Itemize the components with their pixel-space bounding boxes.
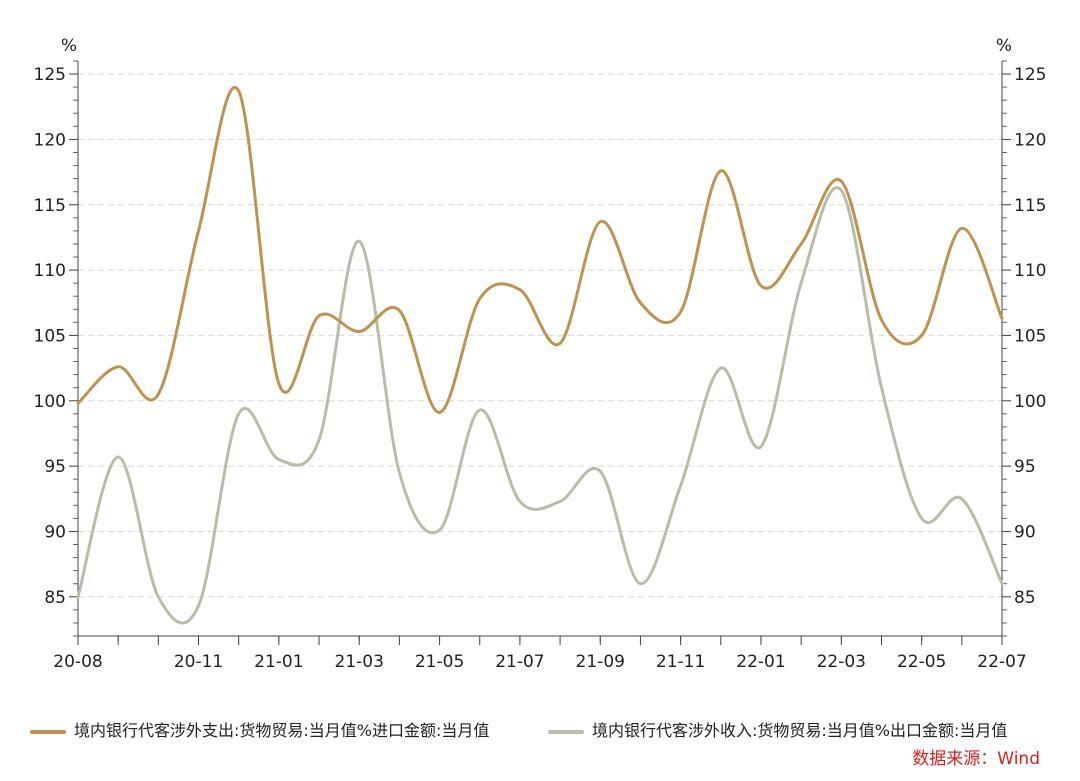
x-tick-label: 20-11	[174, 652, 223, 672]
x-tick-label: 21-01	[254, 652, 303, 672]
legend-label-income: 境内银行代客涉外收入:货物贸易:当月值%出口金额:当月值	[592, 721, 1008, 740]
y-left-tick-label: 90	[44, 522, 66, 542]
line-chart: 85 85 90 90 95 95 100 100 105 105 110 110 115 115 120 1…	[34, 36, 1047, 672]
x-tick-label: 21-09	[576, 652, 625, 672]
y-right-tick-label: 105	[1014, 326, 1046, 346]
y-right-tick-label: 120	[1014, 130, 1046, 150]
y-right-tick-label: 85	[1014, 588, 1036, 608]
y-left-tick-label: 125	[34, 65, 66, 85]
source-note: 数据来源：Wind	[912, 749, 1040, 769]
y-right-unit: %	[996, 36, 1012, 56]
y-left-unit: %	[61, 36, 77, 56]
y-left-tick-label: 95	[44, 457, 66, 477]
legend-swatch-expenditure	[30, 730, 66, 734]
y-left-tick-label: 120	[34, 130, 66, 150]
tick-labels: 85 85 90 90 95 95 100 100 105 105 110 110 115 115 120 1…	[34, 36, 1047, 672]
y-left-tick-label: 85	[44, 588, 66, 608]
legend-label-expenditure: 境内银行代客涉外支出:货物贸易:当月值%进口金额:当月值	[74, 721, 490, 740]
y-right-tick-label: 90	[1014, 522, 1036, 542]
x-tick-label: 21-05	[415, 652, 464, 672]
x-tick-label: 21-11	[656, 652, 705, 672]
x-tick-label: 22-01	[736, 652, 785, 672]
axes	[69, 60, 1011, 645]
series-layer	[76, 86, 1004, 625]
legend-swatch-income	[548, 730, 584, 734]
y-left-tick-label: 100	[34, 392, 66, 412]
y-left-tick-label: 110	[34, 261, 66, 281]
y-right-tick-label: 110	[1014, 261, 1046, 281]
y-left-tick-label: 115	[34, 196, 66, 216]
y-right-tick-label: 100	[1014, 392, 1046, 412]
x-tick-label: 21-07	[495, 652, 544, 672]
y-right-tick-label: 95	[1014, 457, 1036, 477]
x-tick-label: 20-08	[53, 652, 102, 672]
x-tick-label: 22-07	[977, 652, 1026, 672]
x-tick-label: 22-05	[897, 652, 946, 672]
x-tick-label: 21-03	[335, 652, 384, 672]
legend: 境内银行代客涉外支出:货物贸易:当月值%进口金额:当月值 境内银行代客涉外收入:…	[0, 718, 1080, 744]
gridlines	[78, 73, 1002, 598]
y-right-tick-label: 115	[1014, 196, 1046, 216]
x-tick-label: 22-03	[817, 652, 866, 672]
y-right-tick-label: 125	[1014, 65, 1046, 85]
series-line-expenditure	[76, 86, 1004, 414]
series-line-income	[76, 186, 1004, 625]
y-left-tick-label: 105	[34, 326, 66, 346]
